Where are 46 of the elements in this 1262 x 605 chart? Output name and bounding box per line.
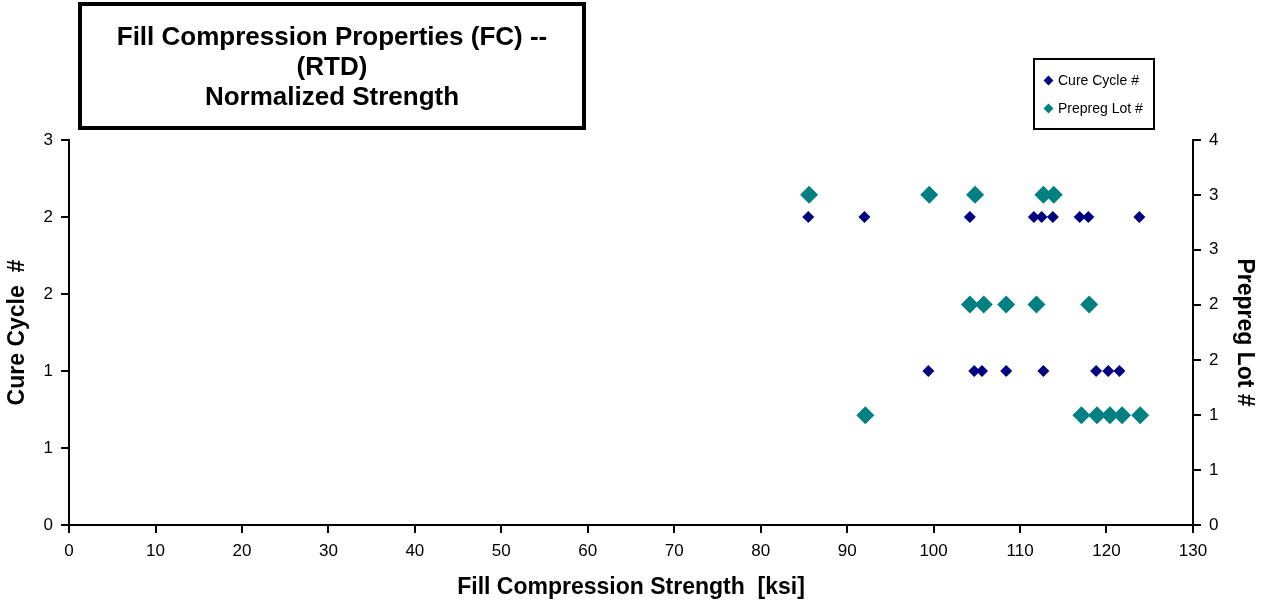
x-tick-label: 70	[664, 540, 684, 560]
point	[1087, 406, 1106, 425]
x-tick-label: 10	[146, 540, 165, 560]
legend-label: Cure Cycle #	[1058, 72, 1139, 88]
x-tick-label: 40	[405, 540, 425, 560]
y-tick-label: 1	[43, 360, 54, 380]
point	[920, 185, 939, 204]
x-axis-title: Fill Compression Strength [ksi]	[457, 572, 805, 599]
point	[974, 295, 993, 314]
y2-tick-label: 1	[1208, 404, 1219, 424]
x-tick-label: 60	[578, 540, 598, 560]
y2-tick-label: 2	[1208, 350, 1219, 370]
y-tick-label: 2	[43, 283, 54, 303]
y-tick-label: 0	[43, 514, 54, 534]
point	[966, 185, 985, 204]
point	[960, 295, 979, 314]
point	[1131, 406, 1150, 425]
point	[856, 406, 875, 425]
x-tick-label: 80	[751, 540, 771, 560]
x-tick-label: 130	[1178, 540, 1208, 560]
y2-tick-label: 4	[1208, 129, 1219, 149]
point	[997, 295, 1016, 314]
y2-tick-label: 3	[1208, 184, 1219, 204]
x-tick-label: 110	[1006, 540, 1034, 560]
x-tick-label: 120	[1092, 540, 1121, 560]
y2-axis-title: Prepreg Lot #	[1232, 258, 1259, 407]
point	[800, 185, 819, 204]
y2-tick-label: 3	[1208, 239, 1219, 259]
x-tick-label: 90	[837, 540, 857, 560]
x-tick-label: 50	[491, 540, 511, 560]
y-tick-label: 1	[43, 437, 54, 457]
point	[1072, 406, 1091, 425]
point	[1080, 295, 1099, 314]
chart-title: Fill Compression Properties (FC) -- (RTD) Normalized Strength	[78, 2, 586, 130]
x-tick-label: 20	[232, 540, 252, 560]
y2-tick-label: 2	[1208, 294, 1219, 314]
legend-label: Prepreg Lot #	[1058, 100, 1143, 116]
y2-tick-label: 0	[1208, 514, 1219, 534]
point	[1027, 295, 1046, 314]
y-axis-title: Cure Cycle #	[3, 259, 30, 406]
y-tick-label: 3	[43, 129, 54, 149]
x-tick-label: 30	[318, 540, 338, 560]
y-tick-label: 2	[43, 206, 54, 226]
x-tick-label: 100	[919, 540, 948, 560]
x-tick-label: 0	[64, 540, 74, 560]
y2-tick-label: 1	[1208, 459, 1219, 479]
